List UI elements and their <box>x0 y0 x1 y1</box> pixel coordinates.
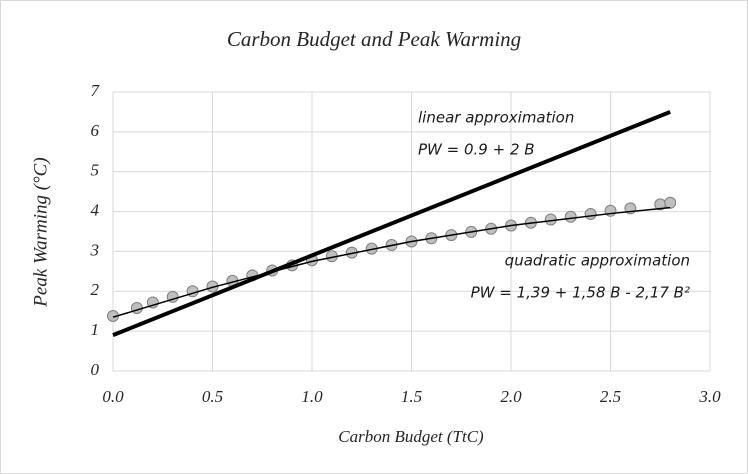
y-tick-label: 2 <box>91 280 100 299</box>
x-tick-label: 0.5 <box>202 387 223 406</box>
x-tick-label: 1.0 <box>301 387 323 406</box>
chart-title: Carbon Budget and Peak Warming <box>227 27 521 51</box>
x-tick-label: 3.0 <box>698 387 721 406</box>
annotation: linear approximation <box>418 109 574 127</box>
scatter-point <box>146 296 159 309</box>
y-tick-label: 0 <box>91 360 100 379</box>
y-tick-label: 4 <box>91 200 100 219</box>
scatter-point <box>584 207 597 220</box>
y-tick-label: 1 <box>91 320 100 339</box>
x-tick-label: 2.5 <box>600 387 621 406</box>
x-tick-label: 2.0 <box>500 387 522 406</box>
annotation: PW = 1,39 + 1,58 B - 2,17 B² <box>471 284 690 302</box>
y-tick-label: 7 <box>91 81 101 100</box>
annotation: quadratic approximation <box>505 252 690 270</box>
trend-line <box>112 206 671 318</box>
annotation: PW = 0.9 + 2 B <box>418 141 535 159</box>
x-tick-label: 1.5 <box>401 387 422 406</box>
y-tick-label: 5 <box>91 161 100 180</box>
scatter-point <box>564 210 577 223</box>
trend-line <box>112 110 671 337</box>
scatter-point <box>664 196 677 209</box>
x-tick-label: 0.0 <box>102 387 124 406</box>
y-tick-label: 6 <box>91 121 100 140</box>
x-axis-label: Carbon Budget (TtC) <box>338 427 484 446</box>
y-axis-label: Peak Warming (°C) <box>30 157 51 307</box>
y-tick-label: 3 <box>90 240 100 259</box>
